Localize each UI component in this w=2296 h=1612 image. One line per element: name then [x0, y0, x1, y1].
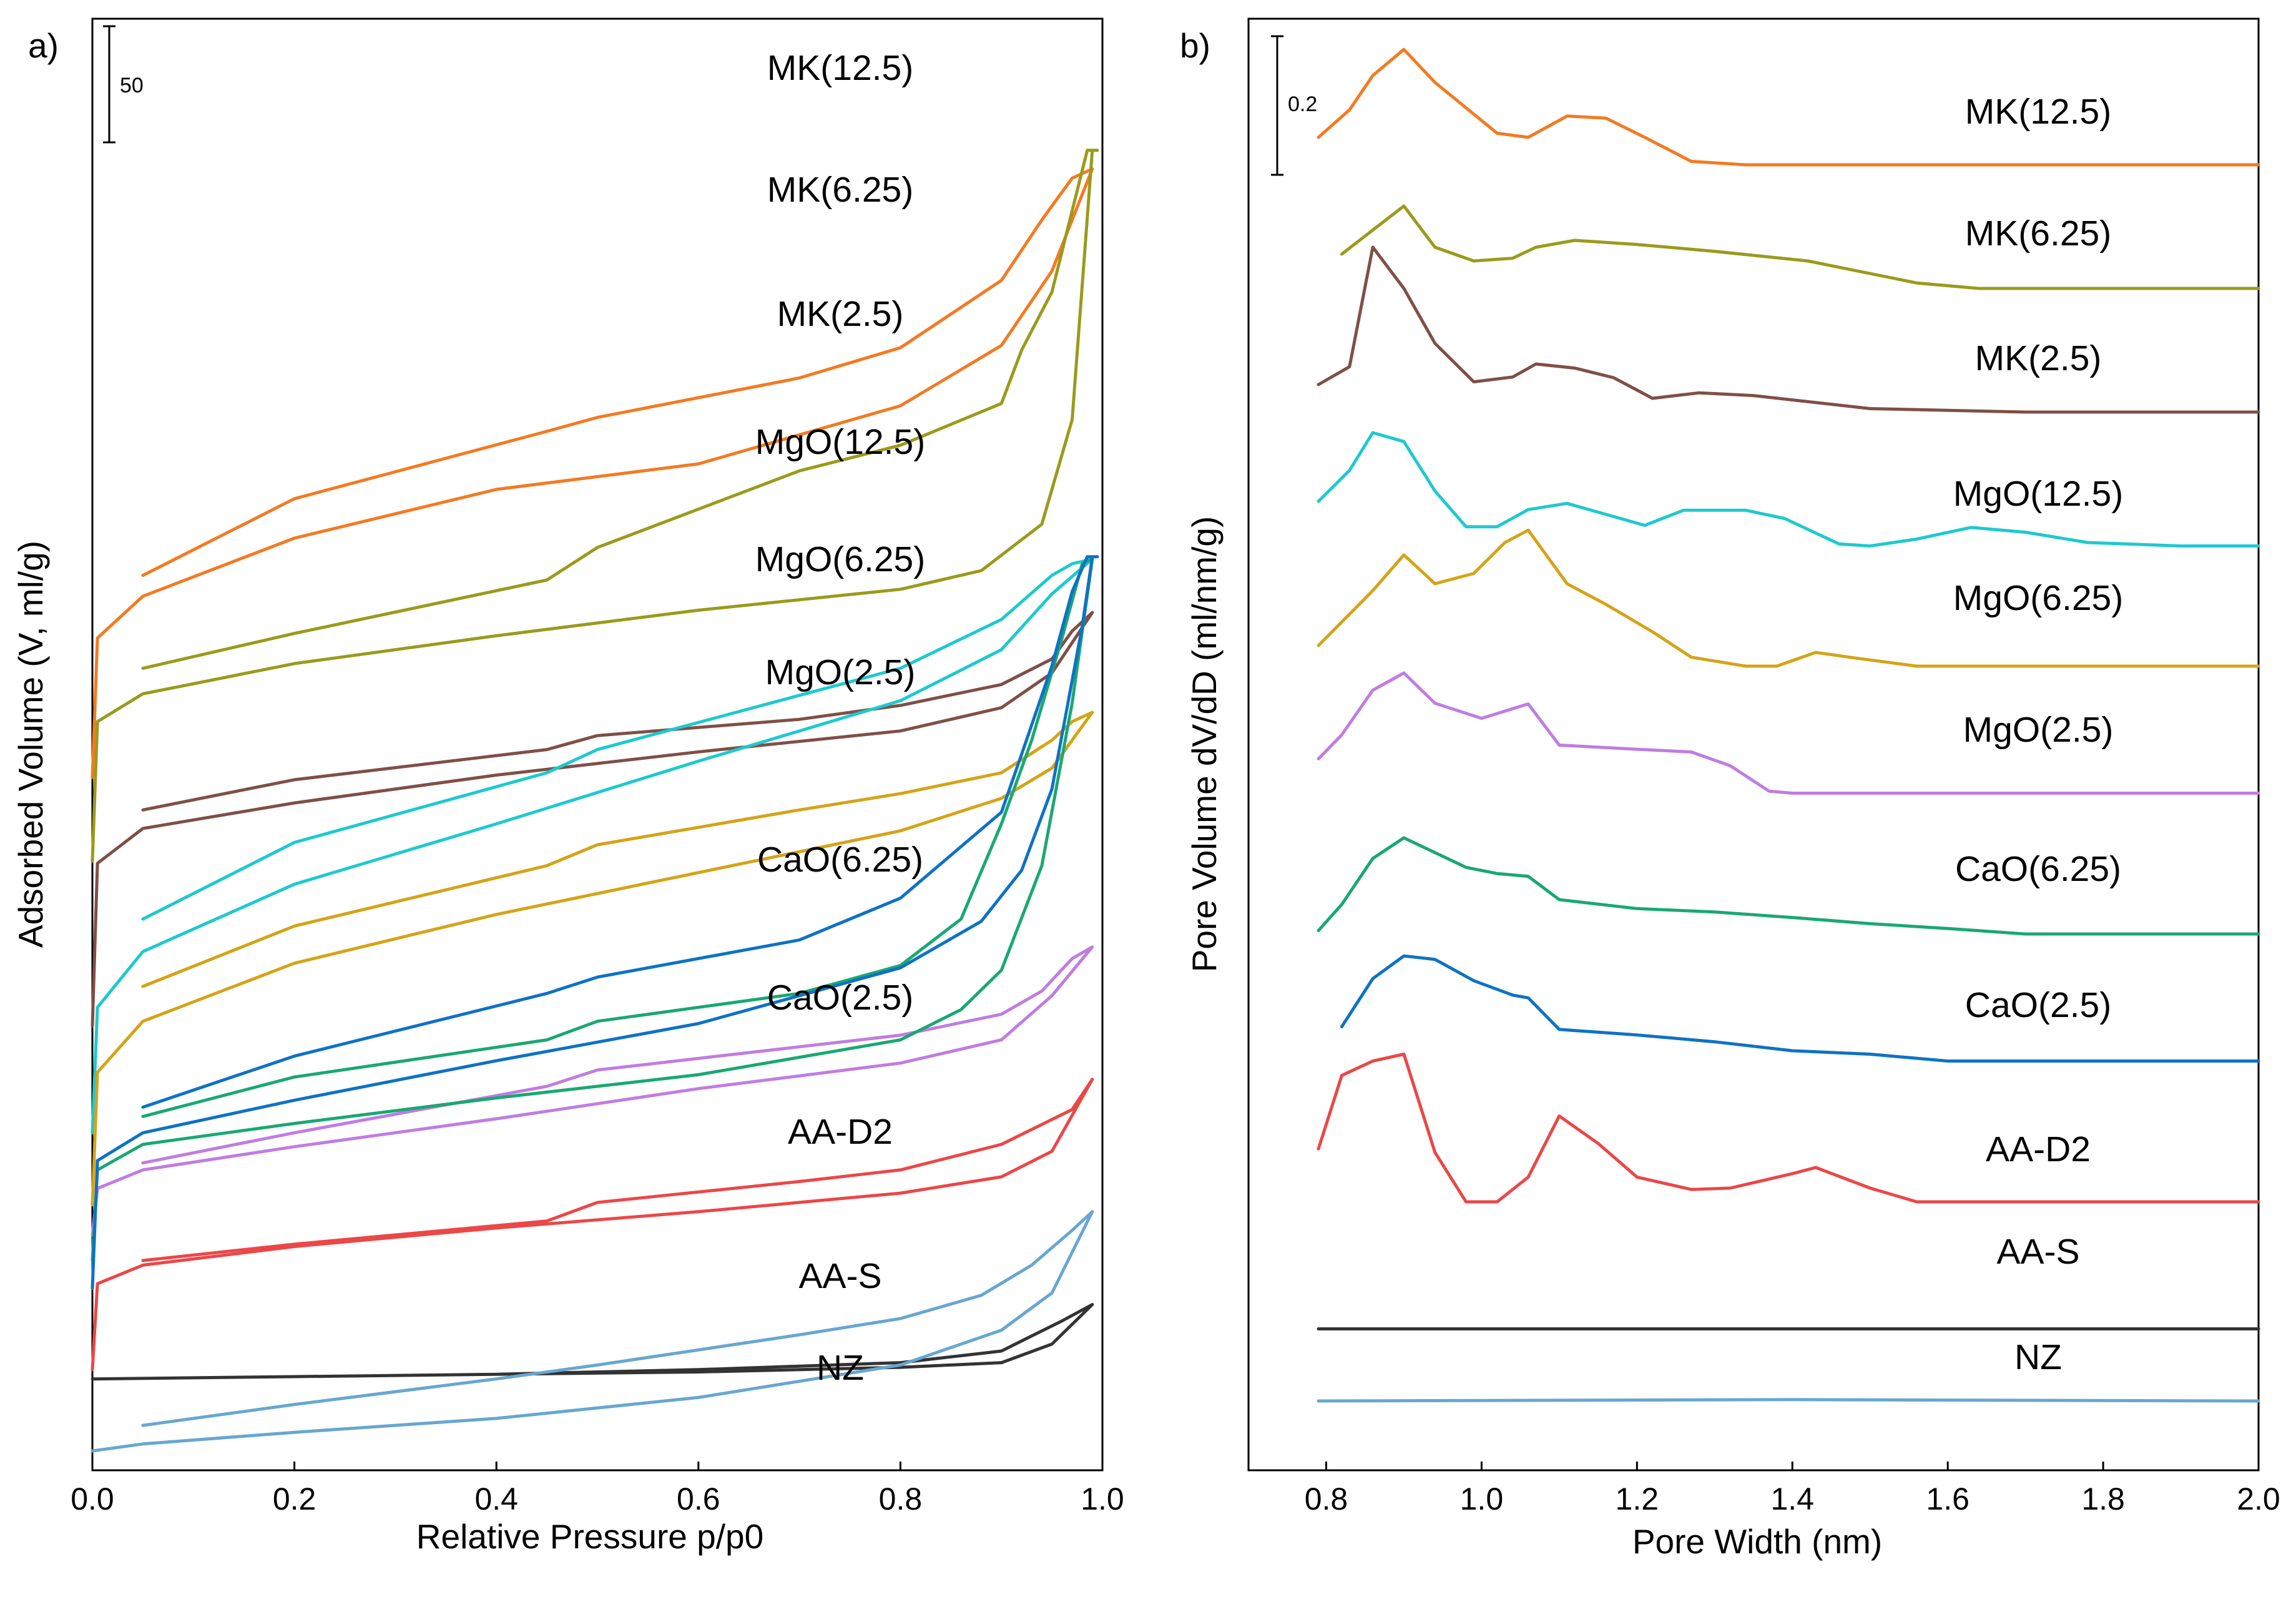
x-tick-label: 0.0	[71, 1482, 114, 1516]
scale-bar-value: 50	[120, 74, 144, 97]
x-tick-label: 1.6	[1926, 1482, 1970, 1516]
isotherm-mk-2-5	[91, 611, 1094, 1028]
panel-b-curves	[1317, 47, 2260, 1403]
x-tick-label: 1.8	[2081, 1482, 2125, 1516]
psd-mgo-12-5	[1317, 431, 2260, 548]
x-tick-label: 1.2	[1616, 1482, 1659, 1516]
panel-a-series-labels: MK(12.5) MK(6.25) MK(2.5) MgO(12.5) MgO(6.25…	[755, 48, 925, 1388]
series-label-aa-s: AA-S	[1996, 1232, 2079, 1272]
psd-cao-6-25	[1317, 836, 2260, 936]
psd-mk-6-25	[1340, 204, 2260, 290]
psd-nz	[1317, 1398, 2260, 1403]
isotherm-mgo-6-25	[91, 710, 1094, 1207]
panel-b: b) 0.2 0.8 1.0 1.2 1.4 1.6 1.8 2.0 MK(12.5)MK(…	[1180, 17, 2280, 1561]
series-label-mgo-6-25: MgO(6.25)	[755, 539, 925, 579]
panel-b-frame	[1247, 17, 2260, 1472]
series-label-aa-d2: AA-D2	[788, 1112, 893, 1152]
psd-mgo-6-25	[1317, 528, 2260, 668]
series-label-mk-2-5: MK(2.5)	[1975, 338, 2102, 378]
panel-b-series-labels: MK(12.5) MK(6.25) MK(2.5) MgO(12.5) MgO(6.25…	[1953, 92, 2123, 1377]
psd-cao-2-5	[1340, 954, 2260, 1063]
series-label-cao-2-5: CaO(2.5)	[767, 978, 913, 1018]
psd-mgo-2-5	[1317, 671, 2260, 795]
panel-b-y-axis-title: Pore Volume dV/dD (ml/nm/g)	[1185, 516, 1224, 973]
x-tick-label: 0.4	[474, 1482, 518, 1516]
series-label-mgo-12-5: MgO(12.5)	[755, 422, 925, 462]
panel-a: a) 50 0.0 0.2 0.4 0.6 0.8 1.0 MK(12.5) MK(6.25…	[11, 17, 1124, 1556]
isotherm-aa-s	[91, 1303, 1094, 1381]
isotherm-mk-6-25	[91, 149, 1099, 863]
x-tick-label: 1.0	[1460, 1482, 1504, 1516]
series-label-mk-12-5: MK(12.5)	[767, 48, 913, 88]
series-label-mgo-6-25: MgO(6.25)	[1953, 578, 2123, 618]
x-tick-label: 1.4	[1770, 1482, 1814, 1516]
panel-a-y-axis-title: Adsorbed Volume (V, ml/g)	[11, 541, 50, 948]
series-label-mk-6-25: MK(6.25)	[1965, 214, 2111, 253]
psd-mk-12-5	[1317, 47, 2260, 167]
isotherm-mgo-2-5	[91, 945, 1094, 1237]
panel-b-scale-bar: 0.2	[1271, 35, 1317, 176]
series-label-nz: NZ	[2014, 1337, 2062, 1377]
series-label-mk-12-5: MK(12.5)	[1965, 92, 2111, 132]
series-label-cao-2-5: CaO(2.5)	[1965, 985, 2111, 1025]
isotherm-mgo-12-5	[91, 558, 1094, 1134]
isotherm-mk-12-5	[91, 167, 1094, 779]
x-tick-label: 0.8	[879, 1482, 923, 1516]
panel-a-x-ticks: 0.0 0.2 0.4 0.6 0.8 1.0	[71, 1462, 1124, 1516]
series-label-mgo-2-5: MgO(2.5)	[1963, 710, 2114, 750]
x-tick-label: 0.6	[677, 1482, 720, 1516]
x-tick-label: 0.8	[1305, 1482, 1348, 1516]
psd-mk-2-5	[1317, 245, 2260, 414]
series-label-aa-s: AA-S	[798, 1256, 881, 1296]
series-label-mgo-12-5: MgO(12.5)	[1953, 474, 2123, 514]
panel-b-label: b)	[1180, 26, 1210, 65]
x-tick-label: 0.2	[273, 1482, 316, 1516]
isotherm-nz	[91, 1210, 1094, 1453]
panel-b-x-ticks: 0.8 1.0 1.2 1.4 1.6 1.8 2.0	[1305, 1462, 2280, 1516]
x-tick-label: 1.0	[1081, 1482, 1124, 1516]
series-label-nz: NZ	[817, 1348, 864, 1388]
psd-aa-d2	[1317, 1053, 2260, 1204]
scale-bar-value: 0.2	[1288, 92, 1317, 116]
isotherm-aa-d2	[91, 1078, 1094, 1372]
series-label-aa-d2: AA-D2	[1986, 1129, 2091, 1169]
series-label-cao-6-25: CaO(6.25)	[757, 840, 923, 880]
series-label-mk-6-25: MK(6.25)	[767, 170, 913, 210]
series-label-cao-6-25: CaO(6.25)	[1955, 849, 2121, 889]
isotherm-cao-2-5	[91, 555, 1099, 1290]
panel-a-label: a)	[28, 26, 59, 65]
x-tick-label: 2.0	[2237, 1482, 2280, 1516]
panel-a-x-axis-title: Relative Pressure p/p0	[416, 1517, 763, 1556]
panel-a-scale-bar: 50	[103, 25, 144, 144]
panel-b-x-axis-title: Pore Width (nm)	[1632, 1522, 1882, 1561]
series-label-mgo-2-5: MgO(2.5)	[765, 652, 916, 692]
panel-a-curves	[91, 149, 1099, 1453]
series-label-mk-2-5: MK(2.5)	[777, 294, 904, 334]
